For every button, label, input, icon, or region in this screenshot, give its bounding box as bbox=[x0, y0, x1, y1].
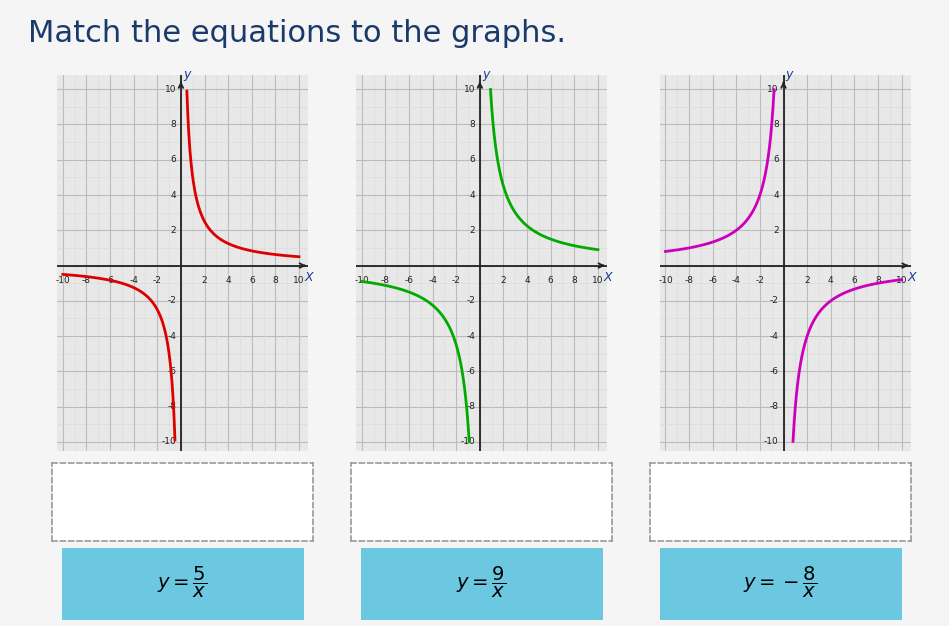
Text: -4: -4 bbox=[428, 276, 437, 285]
Text: X: X bbox=[305, 272, 313, 284]
Text: 6: 6 bbox=[773, 155, 779, 164]
Text: -6: -6 bbox=[466, 367, 475, 376]
Text: 4: 4 bbox=[524, 276, 530, 285]
Text: 2: 2 bbox=[470, 226, 475, 235]
FancyBboxPatch shape bbox=[54, 548, 311, 620]
Text: 2: 2 bbox=[805, 276, 809, 285]
Text: -2: -2 bbox=[153, 276, 161, 285]
Text: -10: -10 bbox=[658, 276, 673, 285]
Text: y: y bbox=[786, 68, 793, 81]
Text: -6: -6 bbox=[105, 276, 115, 285]
Text: 4: 4 bbox=[773, 190, 779, 200]
Text: -4: -4 bbox=[770, 332, 779, 341]
Text: $y = \dfrac{5}{x}$: $y = \dfrac{5}{x}$ bbox=[158, 565, 208, 600]
Text: y: y bbox=[183, 68, 191, 81]
Text: -4: -4 bbox=[732, 276, 741, 285]
Text: 8: 8 bbox=[470, 120, 475, 129]
Text: 4: 4 bbox=[171, 190, 177, 200]
Text: -8: -8 bbox=[466, 402, 475, 411]
Text: 2: 2 bbox=[171, 226, 177, 235]
Text: 6: 6 bbox=[249, 276, 254, 285]
Text: 8: 8 bbox=[171, 120, 177, 129]
Text: -6: -6 bbox=[167, 367, 177, 376]
Text: 6: 6 bbox=[851, 276, 857, 285]
Text: X: X bbox=[604, 272, 612, 284]
Text: 8: 8 bbox=[272, 276, 278, 285]
Text: Match the equations to the graphs.: Match the equations to the graphs. bbox=[28, 19, 567, 48]
Text: 4: 4 bbox=[225, 276, 231, 285]
Text: -2: -2 bbox=[167, 296, 177, 305]
Text: -10: -10 bbox=[55, 276, 70, 285]
Text: -10: -10 bbox=[460, 438, 475, 446]
Text: 2: 2 bbox=[202, 276, 207, 285]
Text: X: X bbox=[907, 272, 916, 284]
Text: -10: -10 bbox=[354, 276, 369, 285]
Text: -8: -8 bbox=[381, 276, 390, 285]
Text: 8: 8 bbox=[571, 276, 577, 285]
Text: -8: -8 bbox=[684, 276, 694, 285]
Text: -2: -2 bbox=[770, 296, 779, 305]
Text: -4: -4 bbox=[167, 332, 177, 341]
Text: -6: -6 bbox=[708, 276, 717, 285]
Text: 10: 10 bbox=[293, 276, 305, 285]
Text: -8: -8 bbox=[770, 402, 779, 411]
FancyBboxPatch shape bbox=[652, 548, 909, 620]
Text: -8: -8 bbox=[82, 276, 91, 285]
Text: 2: 2 bbox=[501, 276, 506, 285]
Text: 10: 10 bbox=[592, 276, 604, 285]
Text: 6: 6 bbox=[470, 155, 475, 164]
Text: 4: 4 bbox=[828, 276, 833, 285]
Text: -4: -4 bbox=[129, 276, 139, 285]
Text: -6: -6 bbox=[404, 276, 414, 285]
Text: -4: -4 bbox=[466, 332, 475, 341]
Text: 4: 4 bbox=[470, 190, 475, 200]
Text: 8: 8 bbox=[773, 120, 779, 129]
Text: $y = \dfrac{9}{x}$: $y = \dfrac{9}{x}$ bbox=[456, 565, 507, 600]
Text: -6: -6 bbox=[770, 367, 779, 376]
Text: -10: -10 bbox=[764, 438, 779, 446]
Text: 10: 10 bbox=[464, 85, 475, 94]
Text: 2: 2 bbox=[773, 226, 779, 235]
Text: 6: 6 bbox=[548, 276, 553, 285]
FancyBboxPatch shape bbox=[353, 548, 610, 620]
Text: 10: 10 bbox=[165, 85, 177, 94]
Text: 10: 10 bbox=[896, 276, 907, 285]
Text: -2: -2 bbox=[755, 276, 764, 285]
Text: $y = -\dfrac{8}{x}$: $y = -\dfrac{8}{x}$ bbox=[743, 565, 818, 600]
Text: -2: -2 bbox=[466, 296, 475, 305]
Text: -10: -10 bbox=[161, 438, 177, 446]
Text: y: y bbox=[482, 68, 490, 81]
Text: 8: 8 bbox=[875, 276, 881, 285]
Text: -2: -2 bbox=[452, 276, 460, 285]
Text: 10: 10 bbox=[768, 85, 779, 94]
Text: -8: -8 bbox=[167, 402, 177, 411]
Text: 6: 6 bbox=[171, 155, 177, 164]
